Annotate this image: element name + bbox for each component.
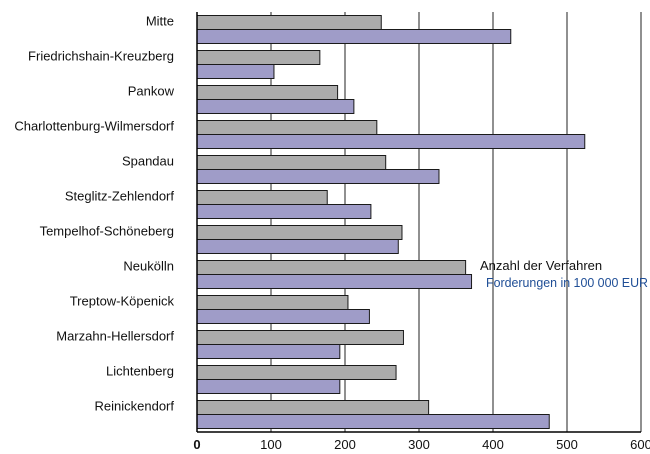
x-tick-label: 400 bbox=[482, 437, 504, 452]
bar-forderungen-10 bbox=[196, 379, 341, 394]
x-tick-label: 300 bbox=[408, 437, 430, 452]
bar-anzahl-5 bbox=[196, 190, 328, 205]
bar-anzahl-0 bbox=[196, 15, 382, 30]
x-tick-label: 500 bbox=[556, 437, 578, 452]
bar-anzahl-10 bbox=[196, 365, 397, 380]
bar-anzahl-3 bbox=[196, 120, 378, 135]
bar-forderungen-5 bbox=[196, 204, 372, 219]
bar-anzahl-9 bbox=[196, 330, 404, 345]
x-axis-ticks: 0 100 200 300 400 500 600 bbox=[193, 437, 650, 452]
category-label: Spandau bbox=[122, 154, 174, 169]
bar-anzahl-1 bbox=[196, 50, 321, 65]
category-label: Steglitz-Zehlendorf bbox=[65, 189, 174, 204]
bar-forderungen-7 bbox=[196, 274, 473, 289]
legend: Anzahl der Verfahren Forderungen in 100 … bbox=[480, 258, 648, 290]
bar-anzahl-7 bbox=[196, 260, 467, 275]
category-labels: Mitte Friedrichshain-Kreuzberg Pankow Charl… bbox=[14, 14, 174, 414]
bar-forderungen-8 bbox=[196, 309, 370, 324]
bar-forderungen-9 bbox=[196, 344, 341, 359]
x-tick-label: 0 bbox=[193, 437, 200, 452]
category-label: Pankow bbox=[128, 84, 175, 99]
category-label: Tempelhof-Schöneberg bbox=[40, 224, 174, 239]
bar-anzahl-2 bbox=[196, 85, 339, 100]
category-label: Reinickendorf bbox=[95, 399, 175, 414]
legend-label-forderungen: Forderungen in 100 000 EUR bbox=[486, 275, 648, 290]
category-label: Treptow-Köpenick bbox=[70, 294, 175, 309]
category-label: Marzahn-Hellersdorf bbox=[56, 329, 174, 344]
bar-forderungen-1 bbox=[196, 64, 275, 79]
bar-anzahl-6 bbox=[196, 225, 403, 240]
category-label: Mitte bbox=[146, 14, 174, 29]
bar-forderungen-2 bbox=[196, 99, 355, 114]
category-label: Lichtenberg bbox=[106, 364, 174, 379]
bar-forderungen-6 bbox=[196, 239, 399, 254]
category-label: Charlottenburg-Wilmersdorf bbox=[14, 119, 174, 134]
bars bbox=[196, 15, 586, 429]
bar-forderungen-4 bbox=[196, 169, 440, 184]
bar-forderungen-11 bbox=[196, 414, 550, 429]
bar-anzahl-11 bbox=[196, 400, 430, 415]
bar-anzahl-8 bbox=[196, 295, 349, 310]
bar-forderungen-0 bbox=[196, 29, 512, 44]
grid-lines bbox=[270, 12, 642, 432]
legend-label-anzahl: Anzahl der Verfahren bbox=[480, 258, 602, 273]
bar-forderungen-3 bbox=[196, 134, 586, 149]
category-label: Friedrichshain-Kreuzberg bbox=[28, 49, 174, 64]
category-label: Neukölln bbox=[123, 259, 174, 274]
bar-anzahl-4 bbox=[196, 155, 387, 170]
x-tick-label: 100 bbox=[260, 437, 282, 452]
x-tick-label: 600 bbox=[630, 437, 650, 452]
x-tick-label: 200 bbox=[334, 437, 356, 452]
